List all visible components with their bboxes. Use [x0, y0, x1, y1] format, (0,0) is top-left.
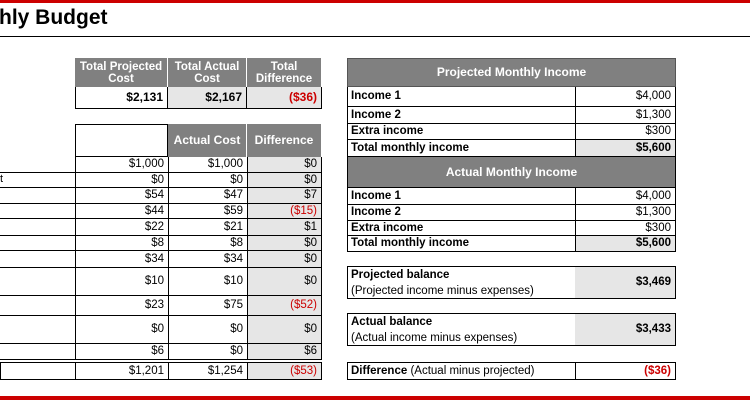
expense-actual-cost[interactable]: $10 [168, 268, 247, 296]
projected-total-income-value[interactable]: $5,600 [575, 140, 676, 157]
expense-difference[interactable]: $0 [247, 236, 322, 251]
projected-income-2-value[interactable]: $1,300 [575, 107, 676, 124]
difference-label-cell: Difference (Actual minus projected) [347, 362, 576, 380]
actual-balance-label-cell: Actual balance (Actual income minus expe… [347, 313, 576, 346]
expense-actual-cost[interactable]: $75 [168, 296, 247, 316]
actual-total-income-label: Total monthly income [347, 236, 576, 252]
expense-projected-cost[interactable]: $0 [75, 173, 168, 188]
expense-actual-cost[interactable]: $1,000 [168, 157, 247, 173]
projected-income-1-label: Income 1 [347, 87, 576, 107]
summary-actual-value[interactable]: $2,167 [168, 87, 247, 109]
projected-total-income-label: Total monthly income [347, 140, 576, 157]
expense-row-label-cell [0, 296, 75, 316]
expense-difference[interactable]: $0 [247, 173, 322, 188]
expense-difference[interactable]: $0 [247, 268, 322, 296]
actual-income-2-label: Income 2 [347, 205, 576, 221]
expense-projected-cost[interactable]: $1,000 [75, 157, 168, 173]
summary-header-projected: Total Projected Cost [75, 58, 167, 87]
expense-row-label-cell [0, 219, 75, 236]
top-accent-line [0, 0, 750, 3]
projected-balance-value[interactable]: $3,469 [575, 266, 676, 299]
expense-row-label-cell [0, 344, 75, 360]
actual-extra-income-label: Extra income [347, 221, 576, 236]
expense-projected-cost[interactable]: $34 [75, 251, 168, 268]
expense-projected-cost[interactable]: $54 [75, 188, 168, 204]
actual-balance-label: Actual balance [351, 316, 433, 328]
expense-actual-cost[interactable]: $34 [168, 251, 247, 268]
actual-balance-value[interactable]: $3,433 [575, 313, 676, 346]
summary-difference-value[interactable]: ($36) [247, 87, 322, 109]
expense-difference[interactable]: $0 [247, 316, 322, 344]
difference-value[interactable]: ($36) [575, 362, 676, 380]
expense-actual-cost[interactable]: $8 [168, 236, 247, 251]
projected-balance-label: Projected balance [351, 269, 450, 281]
expense-row-label-cell [0, 204, 75, 219]
summary-projected-value[interactable]: $2,131 [75, 87, 168, 109]
expense-projected-cost[interactable]: $10 [75, 268, 168, 296]
actual-total-income-value[interactable]: $5,600 [575, 236, 676, 252]
actual-balance-note: (Actual income minus expenses) [351, 332, 518, 344]
expenses-total-label-cell [0, 362, 75, 380]
actual-extra-income-value[interactable]: $300 [575, 221, 676, 236]
summary-header-difference: Total Difference [247, 58, 321, 87]
expense-actual-cost[interactable]: $47 [168, 188, 247, 204]
expense-difference[interactable]: $6 [247, 344, 322, 360]
expense-row-label-cell [0, 251, 75, 268]
expense-projected-cost[interactable]: $23 [75, 296, 168, 316]
projected-income-header: Projected Monthly Income [347, 58, 676, 87]
expense-actual-cost[interactable]: $59 [168, 204, 247, 219]
expenses-header-actual: Actual Cost [168, 124, 246, 157]
difference-label: Difference [351, 364, 408, 377]
expense-row-label-cell [0, 188, 75, 204]
expense-row-label-cell [0, 316, 75, 344]
projected-income-2-label: Income 2 [347, 107, 576, 124]
expense-difference[interactable]: ($15) [247, 204, 322, 219]
actual-income-1-label: Income 1 [347, 187, 576, 205]
expense-actual-cost[interactable]: $0 [168, 316, 247, 344]
expense-difference[interactable]: $0 [247, 251, 322, 268]
projected-balance-note: (Projected income minus expenses) [351, 285, 534, 297]
expense-difference[interactable]: $0 [247, 157, 322, 173]
actual-income-2-value[interactable]: $1,300 [575, 205, 676, 221]
expense-row-label-cell [0, 157, 75, 173]
expense-row-label-cell [0, 236, 75, 251]
title-underline [0, 36, 750, 37]
expenses-total-projected[interactable]: $1,201 [75, 362, 168, 380]
expense-difference[interactable]: ($52) [247, 296, 322, 316]
expenses-header-projected [75, 124, 168, 157]
projected-income-1-value[interactable]: $4,000 [575, 87, 676, 107]
expense-projected-cost[interactable]: $22 [75, 219, 168, 236]
expense-row-label-cell [0, 173, 75, 188]
expense-label-fragment: t [0, 173, 4, 185]
expense-actual-cost[interactable]: $0 [168, 344, 247, 360]
expense-projected-cost[interactable]: $8 [75, 236, 168, 251]
expenses-total-difference[interactable]: ($53) [247, 362, 322, 380]
expenses-total-actual[interactable]: $1,254 [168, 362, 247, 380]
projected-extra-income-value[interactable]: $300 [575, 124, 676, 140]
actual-income-header: Actual Monthly Income [347, 157, 676, 187]
projected-extra-income-label: Extra income [347, 124, 576, 140]
expense-projected-cost[interactable]: $0 [75, 316, 168, 344]
expense-projected-cost[interactable]: $6 [75, 344, 168, 360]
actual-income-1-value[interactable]: $4,000 [575, 187, 676, 205]
expense-row-label-cell [0, 268, 75, 296]
expenses-header-difference: Difference [247, 124, 321, 157]
expense-actual-cost[interactable]: $0 [168, 173, 247, 188]
difference-note: (Actual minus projected) [410, 364, 535, 377]
page-title: thly Budget [0, 6, 108, 29]
expense-projected-cost[interactable]: $44 [75, 204, 168, 219]
bottom-accent-line [0, 396, 750, 400]
summary-header-actual: Total Actual Cost [168, 58, 246, 87]
expense-difference[interactable]: $7 [247, 188, 322, 204]
expense-difference[interactable]: $1 [247, 219, 322, 236]
projected-balance-label-cell: Projected balance (Projected income minu… [347, 266, 576, 299]
expense-actual-cost[interactable]: $21 [168, 219, 247, 236]
